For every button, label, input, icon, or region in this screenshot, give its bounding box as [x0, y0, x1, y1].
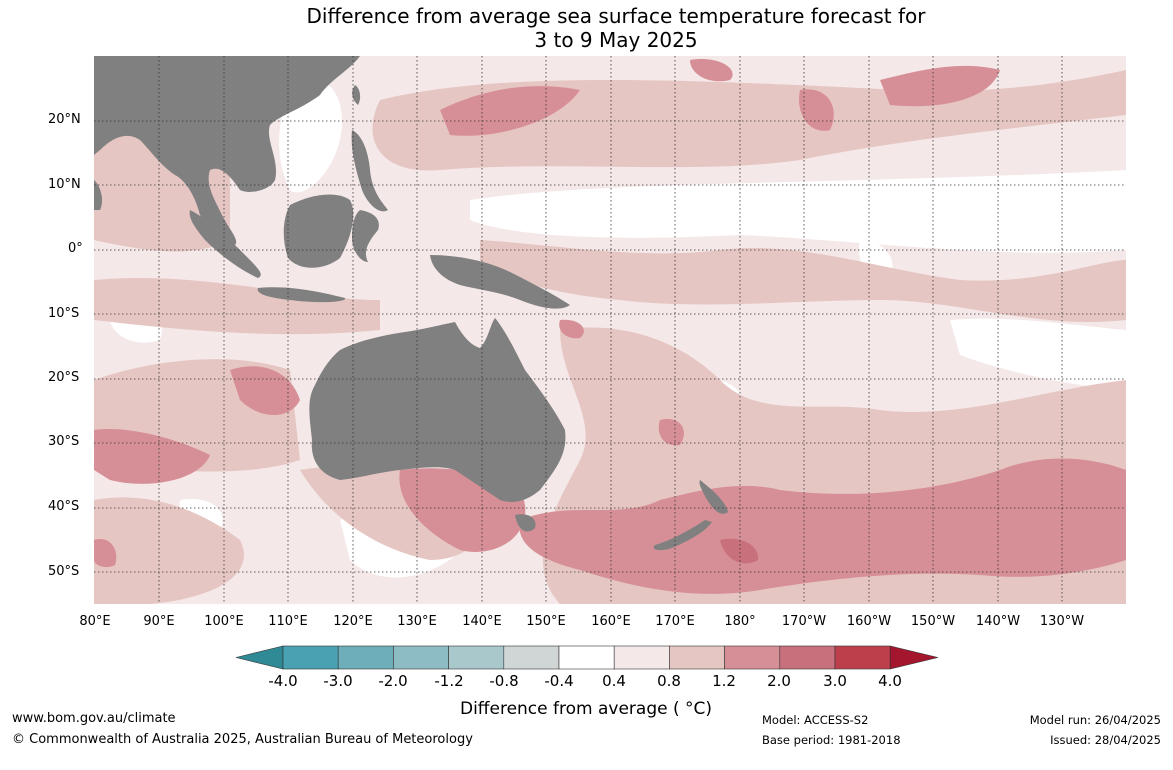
- lon-label-90e: 90°E: [143, 614, 175, 629]
- lat-label-20n: 20°N: [48, 112, 81, 127]
- land-new-zealand-north: [699, 480, 728, 514]
- colorbar-segment: [503, 645, 560, 670]
- colorbar-tick: -4.0: [268, 672, 298, 690]
- colorbar-tick: -1.2: [434, 672, 464, 690]
- colorbar-tick: -0.8: [489, 672, 519, 690]
- colorbar-segment: [393, 645, 449, 670]
- land-sulawesi: [352, 210, 379, 262]
- footer-copyright: © Commonwealth of Australia 2025, Austra…: [12, 732, 473, 747]
- anomaly-1.2-2.0: [94, 59, 1126, 594]
- land-philippines: [351, 130, 388, 212]
- map-title: Difference from average sea surface temp…: [0, 4, 1173, 52]
- lon-label-100e: 100°E: [204, 614, 244, 629]
- lat-label-40s: 40°S: [48, 499, 80, 514]
- colorbar-segment: [558, 645, 615, 670]
- lon-label-170w: 170°W: [781, 614, 827, 629]
- lat-label-0: 0°: [68, 241, 83, 256]
- lon-label-140w: 140°W: [975, 614, 1021, 629]
- land-tasmania: [515, 514, 536, 532]
- lon-label-170e: 170°E: [655, 614, 695, 629]
- colorbar-tick: 0.4: [602, 672, 626, 690]
- colorbar-tick: -0.4: [544, 672, 574, 690]
- colorbar-segment: [337, 645, 394, 670]
- colorbar-tick: 4.0: [878, 672, 902, 690]
- land-new-guinea: [430, 255, 570, 309]
- lat-label-30s: 30°S: [48, 434, 80, 449]
- lat-label-10n: 10°N: [48, 177, 81, 192]
- land-java: [257, 287, 346, 303]
- colorbar-under-arrow: [235, 645, 284, 670]
- colorbar-segment: [282, 645, 339, 670]
- lon-label-130w: 130°W: [1039, 614, 1085, 629]
- colorbar-segment: [779, 645, 836, 670]
- colorbar-over-arrow: [889, 645, 939, 670]
- colorbar-tick: 2.0: [767, 672, 791, 690]
- colorbar-tick: 1.2: [712, 672, 736, 690]
- lat-label-50s: 50°S: [48, 564, 80, 579]
- colorbar-tick: 3.0: [823, 672, 847, 690]
- title-line-2: 3 to 9 May 2025: [534, 28, 698, 52]
- land-australia: [309, 318, 566, 502]
- footer-website: www.bom.gov.au/climate: [12, 711, 176, 726]
- lon-label-120e: 120°E: [333, 614, 373, 629]
- lon-label-180: 180°: [724, 614, 756, 629]
- lon-label-130e: 130°E: [397, 614, 437, 629]
- graticule: [94, 56, 1126, 604]
- lon-label-140e: 140°E: [462, 614, 502, 629]
- lon-label-160e: 160°E: [591, 614, 631, 629]
- colorbar-tick: -2.0: [378, 672, 408, 690]
- land-masses: [94, 56, 728, 551]
- colorbar-segment: [834, 645, 891, 670]
- footer-model: Model: ACCESS-S2: [762, 713, 869, 727]
- land-taiwan: [352, 85, 361, 105]
- land-asia: [94, 56, 360, 245]
- colorbar-segment: [669, 645, 725, 670]
- footer-base-period: Base period: 1981-2018: [762, 733, 901, 747]
- colorbar-segment: [448, 645, 505, 670]
- colorbar-tick: -3.0: [323, 672, 353, 690]
- land-new-zealand-south: [653, 520, 712, 551]
- lon-label-150w: 150°W: [910, 614, 956, 629]
- title-line-1: Difference from average sea surface temp…: [306, 4, 926, 28]
- lon-label-110e: 110°E: [268, 614, 308, 629]
- lon-label-150e: 150°E: [526, 614, 566, 629]
- colorbar-segment: [613, 645, 670, 670]
- anomaly-2.0-3.0: [720, 538, 759, 564]
- lat-label-10s: 10°S: [48, 306, 80, 321]
- lon-label-160w: 160°W: [846, 614, 892, 629]
- colorbar-segment: [724, 645, 781, 670]
- land-sri-lanka: [94, 180, 103, 210]
- footer-model-run: Model run: 26/04/2025: [1029, 713, 1161, 727]
- land-sumatra: [189, 210, 261, 278]
- colorbar-title: Difference from average ( °C): [459, 699, 713, 719]
- lon-label-80e: 80°E: [79, 614, 111, 629]
- lat-label-20s: 20°S: [48, 370, 80, 385]
- colorbar: [235, 645, 939, 670]
- footer-issued: Issued: 28/04/2025: [1050, 733, 1161, 747]
- land-borneo: [283, 194, 354, 268]
- colorbar-tick: 0.8: [657, 672, 681, 690]
